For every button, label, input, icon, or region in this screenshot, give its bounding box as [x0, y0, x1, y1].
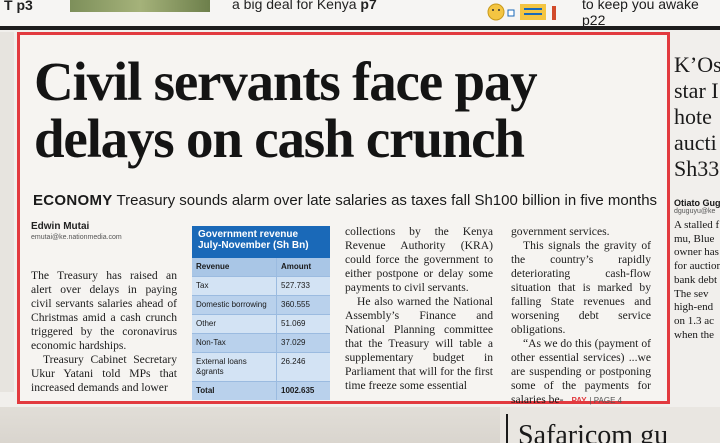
right-body-line: bank debt	[674, 273, 718, 286]
top-strip: T p3 a big deal for Kenya p7 to keep you…	[0, 0, 720, 28]
total-label: Total	[192, 382, 277, 400]
article-column-1: The Treasury has raised an alert over de…	[31, 269, 177, 395]
paragraph: collections by the Kenya Revenue Authori…	[345, 225, 493, 294]
paragraph-with-jump: “As we do this (payment of other essenti…	[511, 337, 651, 407]
row-label: Domestic borrowing	[192, 296, 277, 314]
table-row: Other 51.069	[192, 315, 330, 334]
top-middle-teaser: a big deal for Kenya p7	[232, 0, 377, 12]
paragraph: The Treasury has raised an alert over de…	[31, 269, 177, 352]
right-body-line: for auction	[674, 260, 720, 273]
continued-page: | PAGE 4	[589, 396, 623, 405]
right-headline-line: hote	[674, 104, 712, 129]
right-story-headline: K’Ose star I hote aucti Sh33	[674, 52, 720, 182]
row-label: Tax	[192, 277, 277, 295]
right-body-line: high-end	[674, 301, 714, 314]
bottom-faded-photo	[0, 407, 500, 443]
paragraph-text: “As we do this (payment of other essenti…	[511, 337, 651, 406]
row-amount: 527.733	[281, 281, 310, 290]
top-teaser-photo	[70, 0, 210, 12]
right-headline-line: aucti	[674, 130, 717, 155]
table-row: Tax 527.733	[192, 277, 330, 296]
standfirst-text: Treasury sounds alarm over late salaries…	[116, 192, 658, 209]
article-column-4: government services. This signals the gr…	[511, 225, 651, 407]
row-label: Other	[192, 315, 277, 333]
row-amount: 360.555	[281, 300, 310, 309]
header-revenue: Revenue	[192, 258, 277, 276]
right-story-email: dguguyu@ke	[674, 208, 716, 215]
right-headline-line: K’Ose	[674, 52, 720, 77]
bottom-column-rule	[506, 414, 508, 443]
author-name: Edwin Mutai	[31, 221, 90, 232]
right-body-line: when the	[674, 328, 715, 341]
row-label: Non-Tax	[192, 334, 277, 352]
right-headline-line: Sh33	[674, 156, 720, 181]
article-column-3: collections by the Kenya Revenue Authori…	[345, 225, 493, 393]
top-left-teaser: T p3	[4, 0, 33, 13]
revenue-table-title: Government revenue July-November (Sh Bn)	[192, 226, 330, 258]
revenue-table: Government revenue July-November (Sh Bn)…	[192, 226, 330, 400]
table-row: Domestic borrowing 360.555	[192, 296, 330, 315]
right-headline-line: star I	[674, 78, 719, 103]
top-divider	[0, 26, 720, 30]
header-amount: Amount	[281, 262, 312, 271]
main-article: Civil servants face pay delays on cash c…	[17, 32, 670, 407]
table-header-row: Revenue Amount	[192, 258, 330, 277]
row-amount: 37.029	[281, 338, 306, 347]
row-label: External loans &grants	[192, 353, 277, 381]
table-title-line-1: Government revenue	[198, 229, 299, 240]
row-amount: 26.246	[281, 357, 306, 366]
section-label: ECONOMY	[33, 192, 113, 209]
right-body-line: The sev	[674, 287, 709, 300]
headline-line-1: Civil servants face pay	[34, 51, 538, 112]
left-edge-column	[0, 32, 14, 392]
author-email: emutai@ke.nationmedia.com	[31, 234, 122, 241]
paragraph: Treasury Cabinet Secretary Ukur Yatani t…	[31, 353, 177, 394]
table-row: External loans &grants 26.246	[192, 353, 330, 382]
right-story-body: A stalled f mu, Blue owner has for aucti…	[674, 219, 720, 342]
byline: Edwin Mutai emutai@ke.nationmedia.com	[31, 221, 122, 241]
top-middle-text: a big deal for Kenya	[232, 0, 357, 12]
table-total-row: Total 1002.635	[192, 382, 330, 400]
article-headline: Civil servants face pay delays on cash c…	[34, 53, 664, 167]
bottom-story-headline: Safaricom gu	[518, 420, 669, 443]
emoji-graphic-icon	[487, 3, 556, 21]
row-amount: 51.069	[281, 319, 306, 328]
total-amount: 1002.635	[281, 386, 315, 395]
table-title-line-2: July-November (Sh Bn)	[198, 240, 309, 251]
top-right-teaser: to keep you awake p22	[582, 0, 699, 28]
paragraph: This signals the gravity of the country’…	[511, 239, 651, 336]
continued-label: PAY	[571, 396, 587, 405]
right-column-story: K’Ose star I hote aucti Sh33 Otiato Gug …	[674, 52, 720, 402]
right-story-author: Otiato Gug	[674, 198, 720, 208]
headline-line-2: delays on cash crunch	[34, 108, 525, 169]
right-body-line: on 1.3 ac	[674, 314, 715, 327]
right-body-line: A stalled f	[674, 219, 720, 231]
article-standfirst: ECONOMY Treasury sounds alarm over late …	[33, 192, 657, 209]
paragraph: government services.	[511, 225, 610, 238]
top-middle-page: p7	[360, 0, 377, 12]
right-body-line: mu, Blue	[674, 232, 715, 245]
right-body-line: owner has	[674, 246, 719, 259]
table-row: Non-Tax 37.029	[192, 334, 330, 353]
paragraph: He also warned the National Assembly’s F…	[345, 295, 493, 392]
